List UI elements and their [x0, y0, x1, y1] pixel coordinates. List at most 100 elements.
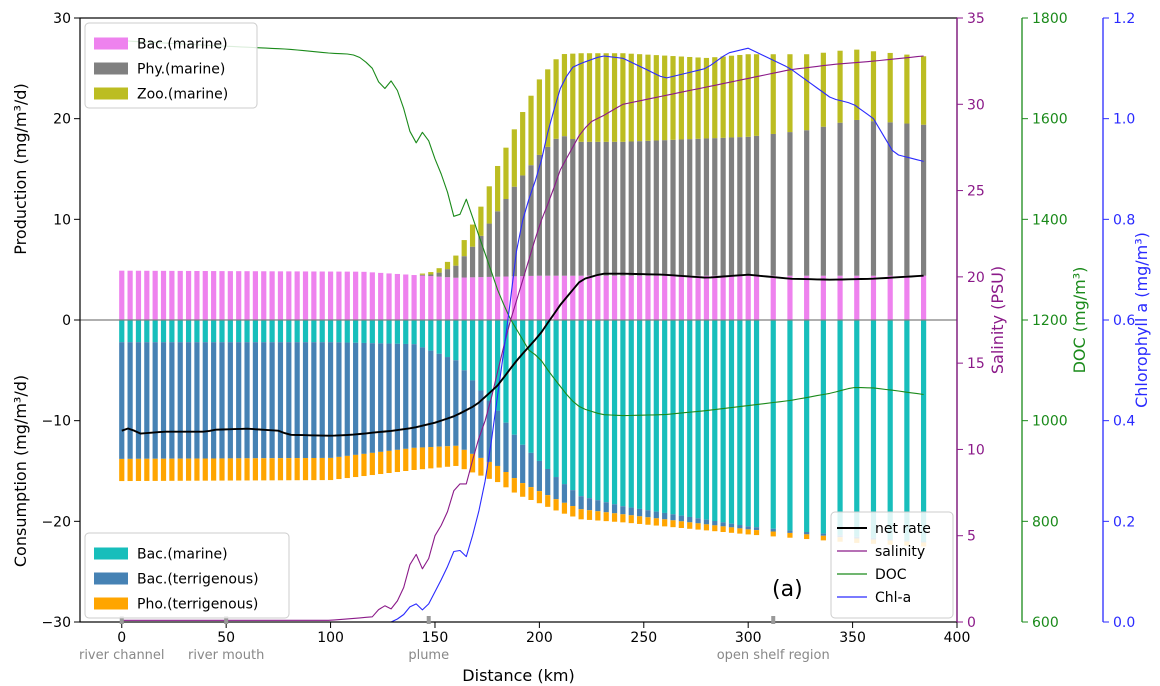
bar-bac-terrigenous [219, 342, 225, 459]
x-axis-label: Distance (km) [462, 666, 574, 685]
bar-phy-marine [854, 119, 860, 276]
bar-phy-marine [703, 138, 710, 276]
bar-zoo-marine [586, 53, 593, 142]
bar-bac-marine-production [302, 271, 309, 320]
bar-bac-marine-consumption [611, 320, 618, 505]
bar-bac-terrigenous [570, 490, 576, 507]
bar-bac-marine-production [645, 275, 651, 320]
bar-bac-marine-consumption [127, 320, 133, 343]
consumption-legend-swatch [94, 547, 128, 560]
bar-bac-marine-production [536, 275, 542, 320]
bar-bac-marine-production [160, 270, 167, 320]
bar-bac-terrigenous [369, 343, 375, 453]
bar-bac-marine-consumption [227, 320, 233, 343]
bar-bac-marine-consumption [244, 320, 250, 343]
bar-bac-terrigenous [720, 522, 726, 527]
bar-bac-marine-consumption [361, 320, 367, 343]
salinity-tick-label: 5 [967, 529, 976, 545]
bar-bac-terrigenous [202, 342, 208, 459]
bar-zoo-marine [645, 54, 651, 141]
bar-pho-terrigenous [353, 454, 359, 478]
production-legend-swatch [94, 37, 128, 50]
bar-zoo-marine [603, 53, 609, 142]
bar-zoo-marine [428, 272, 434, 275]
bar-bac-marine-production [177, 270, 183, 320]
bar-bac-marine-production [119, 270, 125, 320]
bar-zoo-marine [453, 255, 459, 266]
salinity-tick-label: 30 [967, 97, 985, 113]
bar-bac-marine-consumption [169, 320, 175, 343]
bar-phy-marine [578, 141, 584, 276]
bar-pho-terrigenous [561, 502, 568, 514]
x-axis-tick-label: 250 [630, 630, 657, 646]
bar-pho-terrigenous [687, 522, 693, 529]
bar-phy-marine [611, 141, 618, 276]
bar-bac-terrigenous [586, 498, 593, 511]
x-axis-tick-label: 350 [839, 630, 866, 646]
bar-bac-marine-production [770, 275, 776, 320]
bar-bac-terrigenous [327, 342, 334, 458]
bar-bac-marine-production [520, 276, 526, 320]
legends-layer: Bac.(marine) Phy.(marine) Zoo.(marine) Bac.… [84, 22, 954, 619]
bar-bac-marine-consumption [904, 320, 910, 541]
bar-bac-terrigenous [403, 343, 409, 449]
bar-bac-marine-consumption [119, 320, 125, 343]
bar-bac-terrigenous [628, 507, 634, 516]
bar-zoo-marine [770, 54, 776, 134]
bar-bac-marine-consumption [344, 320, 350, 343]
bar-bac-marine-consumption [653, 320, 659, 512]
bar-zoo-marine [678, 56, 684, 140]
bar-phy-marine [511, 186, 517, 277]
doc-tick-label: 1400 [1032, 212, 1068, 228]
bar-zoo-marine [520, 112, 526, 176]
bar-pho-terrigenous [378, 451, 384, 475]
bar-bac-terrigenous [712, 520, 718, 526]
bar-bac-marine-production [436, 276, 442, 320]
bar-bac-marine-production [453, 277, 459, 320]
bar-bac-terrigenous [252, 342, 258, 459]
bar-bac-marine-consumption [444, 320, 451, 358]
region-label: open shelf region [717, 648, 830, 663]
bar-phy-marine [770, 133, 776, 276]
bar-pho-terrigenous [461, 449, 467, 470]
bar-phy-marine [712, 138, 718, 276]
bar-bac-terrigenous [536, 460, 542, 492]
bar-bac-marine-production [720, 275, 726, 320]
bar-pho-terrigenous [770, 531, 776, 537]
bar-pho-terrigenous [169, 458, 175, 481]
bar-pho-terrigenous [386, 450, 392, 474]
bar-pho-terrigenous [394, 449, 400, 473]
bar-bac-terrigenous [344, 342, 350, 456]
bar-zoo-marine [737, 54, 743, 138]
bar-bac-marine-production [662, 275, 668, 320]
bar-bac-terrigenous [436, 353, 442, 447]
bar-bac-marine-consumption [378, 320, 384, 344]
axes-layer: −30 −20 −10 0 10 20 30 Production (mg/m³/d) Cons… [11, 11, 1151, 685]
bar-bac-marine-production [695, 275, 701, 320]
chla-tick-label: 0.2 [1113, 514, 1135, 530]
bar-bac-marine-consumption [369, 320, 375, 344]
bar-bac-marine-production [336, 271, 342, 320]
bar-bac-terrigenous [227, 342, 233, 459]
bar-bac-terrigenous [662, 512, 668, 520]
bar-pho-terrigenous [553, 499, 559, 511]
bar-bac-marine-production [578, 275, 584, 320]
bar-bac-marine-production [653, 275, 659, 320]
bar-bac-marine-production [595, 275, 601, 320]
consumption-axis-label: Consumption (mg/m³/d) [11, 375, 30, 567]
bar-zoo-marine [703, 57, 710, 139]
bar-bac-marine-production [144, 270, 150, 320]
bar-bac-marine-consumption [177, 320, 183, 343]
doc-tick-label: 1600 [1032, 112, 1068, 128]
bar-pho-terrigenous [728, 527, 735, 533]
left-axis-tick-label: −20 [41, 514, 71, 530]
bar-zoo-marine [745, 54, 751, 137]
panel-label: (a) [772, 577, 803, 602]
bar-phy-marine [603, 141, 609, 276]
bar-pho-terrigenous [327, 457, 334, 481]
bar-bac-marine-production [712, 275, 718, 320]
bar-zoo-marine [920, 56, 927, 125]
left-axis-tick-label: 20 [53, 112, 71, 128]
bar-pho-terrigenous [645, 517, 651, 525]
bar-bac-terrigenous [361, 342, 367, 454]
